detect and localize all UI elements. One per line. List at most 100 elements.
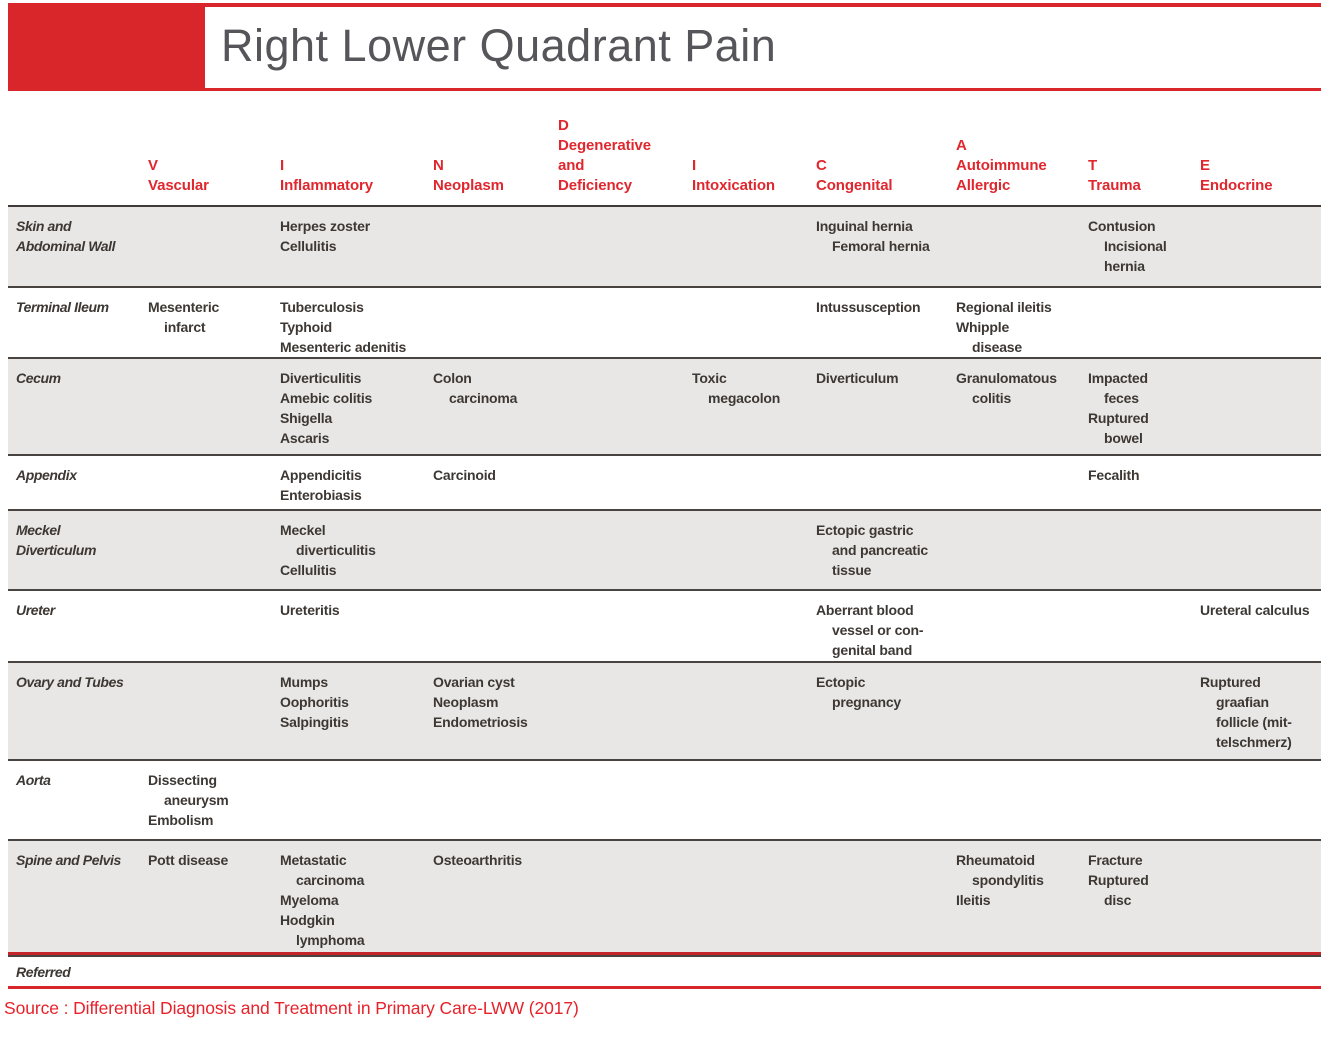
cell-inflammatory: Tuberculosis Typhoid Mesenteric adenitis (280, 299, 407, 355)
cell-vascular (148, 456, 280, 509)
page: Right Lower Quadrant Pain V Vascular I Infl… (0, 3, 1329, 1037)
cell-intoxication (692, 663, 816, 759)
cell-endocrine (1200, 207, 1321, 286)
row-label: Appendix (16, 467, 77, 483)
cell-neoplasm (433, 207, 558, 286)
cell-vascular (148, 591, 280, 661)
cell-vascular (148, 511, 280, 589)
cell-congenital: Ectopic pregnancy (816, 674, 901, 710)
cell-inflammatory: Mumps Oophoritis Salpingitis (280, 674, 349, 730)
cell-neoplasm: Osteoarthritis (433, 852, 522, 868)
table-row-appendix: Appendix Appendicitis Enterobiasis Carcinoi… (8, 456, 1321, 511)
cell-inflammatory (280, 761, 433, 839)
cell-vascular (148, 359, 280, 454)
cell-degenerative (558, 841, 692, 955)
cell-vascular: Pott disease (148, 852, 229, 868)
cell-autoimmune (956, 663, 1088, 759)
cell-endocrine: Ureteral calculus (1200, 602, 1310, 618)
cell-trauma (1088, 288, 1200, 357)
cell-inflammatory: Meckel diverticulitis Cellulitis (280, 522, 376, 578)
cell-endocrine: Ruptured graafian follicle (mit-telschmerz… (1200, 674, 1292, 750)
cell-endocrine (1200, 841, 1321, 955)
red-block (8, 7, 205, 88)
diagnosis-table: Skin and Abdominal Wall Herpes zoster Cellu… (8, 207, 1321, 986)
cell-intoxication (692, 511, 816, 589)
cell-endocrine (1200, 761, 1321, 839)
cell-vascular: Mesenteric infarct (148, 299, 220, 335)
cell-degenerative (558, 207, 692, 286)
cell-intoxication (692, 456, 816, 509)
page-title: Right Lower Quadrant Pain (221, 19, 777, 71)
cell-endocrine (1200, 359, 1321, 454)
table-row-cecum: Cecum Diverticulitis Amebic colitis Shigell… (8, 359, 1321, 456)
cell-neoplasm: Colon carcinoma (433, 370, 518, 406)
cell-intoxication (692, 288, 816, 357)
source-text: Source : Differential Diagnosis and Trea… (4, 998, 579, 1018)
cell-trauma (1088, 591, 1200, 661)
row-label: Skin and Abdominal Wall (16, 218, 116, 254)
row-label: Spine and Pelvis (16, 852, 121, 868)
cell-degenerative (558, 511, 692, 589)
cell-congenital (816, 761, 956, 839)
cell-vascular (148, 957, 280, 986)
cell-endocrine (1200, 511, 1321, 589)
cell-endocrine (1200, 456, 1321, 509)
column-header-inflammatory: I Inflammatory (280, 157, 373, 194)
cell-inflammatory: Herpes zoster Cellulitis (280, 218, 370, 254)
row-label: Cecum (16, 370, 61, 386)
table-row-referred: Referred (8, 957, 1321, 986)
cell-congenital (816, 456, 956, 509)
cell-vascular (148, 663, 280, 759)
cell-autoimmune (956, 207, 1088, 286)
table-row-ovary-and-tubes: Ovary and Tubes Mumps Oophoritis Salpingiti… (8, 663, 1321, 761)
cell-trauma: Contusion Incisional hernia (1088, 218, 1167, 274)
cell-autoimmune (956, 511, 1088, 589)
cell-congenital: Aberrant blood vessel or con-genital band (816, 602, 924, 658)
cell-inflammatory: Diverticulitis Amebic colitis Shigella Asca… (280, 370, 373, 446)
cell-neoplasm (433, 761, 558, 839)
column-header-degenerative: D Degenerative and Deficiency (558, 117, 652, 194)
cell-vascular: Dissecting aneurysm Embolism (148, 772, 229, 828)
cell-inflammatory (280, 957, 433, 986)
cell-autoimmune: Regional ileitis Whipple disease (956, 299, 1052, 355)
row-label: Aorta (16, 772, 51, 788)
cell-trauma (1088, 511, 1200, 589)
cell-inflammatory: Appendicitis Enterobiasis (280, 467, 362, 503)
row-label: Referred (16, 964, 71, 980)
cell-inflammatory: Ureteritis (280, 602, 340, 618)
title-underline-rule (8, 88, 1321, 91)
cell-autoimmune: Granulomatous colitis (956, 370, 1057, 406)
column-header-vascular: V Vascular (148, 157, 209, 194)
cell-congenital: Inguinal hernia Femoral hernia (816, 218, 930, 254)
cell-neoplasm: Ovarian cyst Neoplasm Endometriosis (433, 674, 528, 730)
cell-degenerative (558, 359, 692, 454)
cell-trauma: Fracture Ruptured disc (1088, 852, 1149, 908)
cell-neoplasm (433, 591, 558, 661)
cell-autoimmune (956, 456, 1088, 509)
cell-autoimmune (956, 761, 1088, 839)
cell-intoxication: Toxic megacolon (692, 370, 781, 406)
column-header-endocrine: E Endocrine (1200, 157, 1273, 194)
cell-autoimmune (956, 591, 1088, 661)
row-label: Meckel Diverticulum (16, 522, 96, 558)
table-area: V Vascular I Inflammatory N Neoplasm D Degenera… (8, 100, 1321, 989)
cell-vascular (148, 207, 280, 286)
top-red-rule (8, 3, 1321, 7)
table-row-spine-and-pelvis: Spine and Pelvis Pott disease Metastatic ca… (8, 841, 1321, 957)
cell-neoplasm (433, 511, 558, 589)
cell-congenital: Diverticulum (816, 370, 899, 386)
cell-endocrine (1200, 957, 1321, 986)
cell-neoplasm (433, 288, 558, 357)
cell-intoxication (692, 841, 816, 955)
cell-degenerative (558, 663, 692, 759)
cell-trauma: Impacted feces Ruptured bowel (1088, 370, 1149, 446)
column-header-trauma: T Trauma (1088, 157, 1141, 194)
cell-trauma (1088, 663, 1200, 759)
cell-congenital: Ectopic gastric and pancreatic tissue (816, 522, 929, 578)
cell-endocrine (1200, 288, 1321, 357)
cell-degenerative (558, 761, 692, 839)
cell-intoxication (692, 957, 816, 986)
table-row-aorta: Aorta Dissecting aneurysm Embolism (8, 761, 1321, 841)
cell-trauma: Fecalith (1088, 467, 1140, 483)
cell-intoxication (692, 761, 816, 839)
